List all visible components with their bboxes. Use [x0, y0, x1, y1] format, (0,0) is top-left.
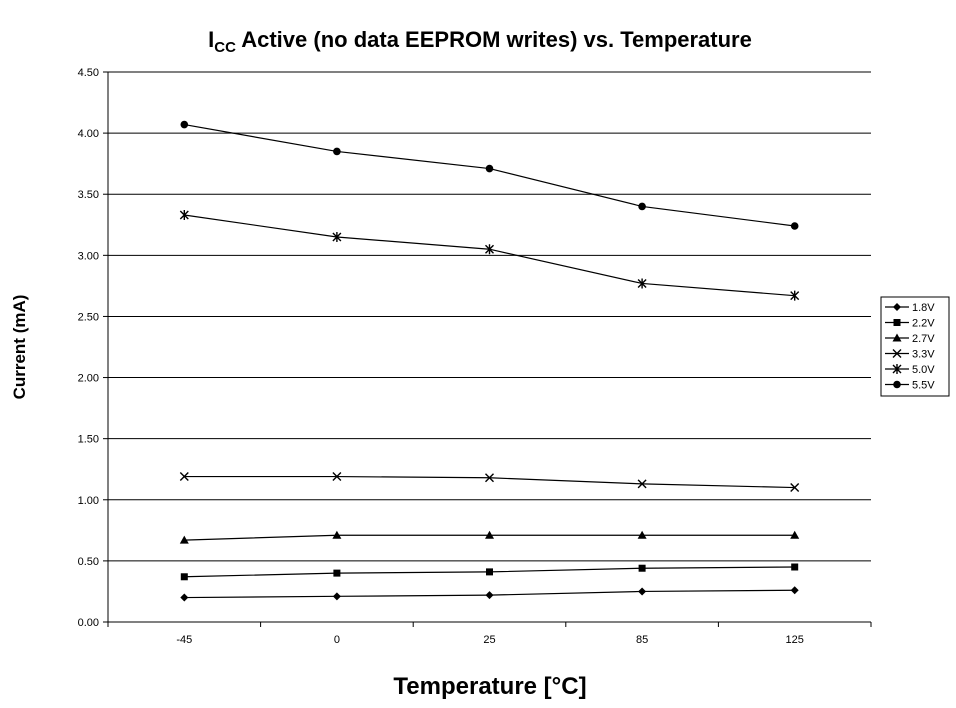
- series: [179, 120, 800, 602]
- chart-title-main: I: [208, 27, 214, 52]
- data-point: [180, 120, 189, 129]
- y-tick-label: 0.50: [78, 556, 99, 568]
- legend-item: 5.0V: [885, 364, 935, 376]
- y-tick-label: 4.00: [78, 128, 99, 140]
- legend: 1.8V 2.2V 2.7V 3.3V 5.0V 5.5V: [880, 296, 950, 397]
- legend-item: 1.8V: [885, 302, 935, 314]
- series-1.8V: [180, 586, 799, 602]
- data-point: [179, 210, 189, 220]
- legend-marker: [893, 380, 901, 389]
- legend-box: [880, 296, 950, 397]
- x-tick-label: 125: [786, 634, 804, 646]
- legend-item: 2.2V: [885, 318, 935, 330]
- chart-title: ICC Active (no data EEPROM writes) vs. T…: [208, 27, 752, 56]
- x-tick-label: 85: [636, 634, 648, 646]
- legend-label: 5.5V: [912, 380, 935, 392]
- series-5.0V: [179, 210, 800, 301]
- chart-title-rest: Active (no data EEPROM writes) vs. Tempe…: [236, 27, 752, 52]
- data-point: [179, 535, 189, 544]
- legend-label: 3.3V: [912, 349, 935, 361]
- data-point: [637, 278, 647, 289]
- legend-label: 5.0V: [912, 364, 935, 376]
- x-tick-label: -45: [176, 634, 192, 646]
- legend-label: 2.2V: [912, 318, 935, 330]
- chart-title-subscript: CC: [214, 39, 236, 56]
- y-axis-title: Current (mA): [10, 295, 29, 400]
- data-point: [637, 479, 647, 489]
- data-point: [485, 530, 494, 539]
- x-tick-label: 0: [334, 634, 340, 646]
- x-tick-label: 25: [483, 634, 495, 646]
- legend-marker: [892, 364, 902, 374]
- legend-item: 5.5V: [885, 380, 935, 392]
- y-tick-label: 2.50: [78, 311, 99, 323]
- series-5.5V: [180, 120, 799, 230]
- data-point: [485, 244, 494, 255]
- data-point: [790, 290, 800, 301]
- series-2.2V: [180, 563, 799, 581]
- data-point: [638, 202, 646, 211]
- data-point: [790, 483, 800, 493]
- legend-item: 3.3V: [885, 349, 935, 361]
- data-point: [485, 473, 494, 483]
- data-point: [791, 563, 799, 571]
- y-tick-label: 0.00: [78, 617, 99, 629]
- legend-item: 2.7V: [885, 333, 935, 345]
- legend-marker: [892, 333, 902, 342]
- data-point: [332, 472, 342, 482]
- legend-label: 1.8V: [912, 302, 935, 314]
- data-point: [332, 530, 342, 539]
- data-point: [485, 591, 494, 600]
- x-ticks: -45 0 25 85 125: [107, 622, 872, 646]
- legend-marker: [892, 349, 902, 358]
- data-point: [638, 564, 646, 572]
- data-point: [180, 573, 188, 581]
- data-point: [790, 586, 799, 595]
- y-tick-label: 3.00: [78, 250, 99, 262]
- x-axis-title: Temperature [°C]: [393, 673, 586, 700]
- series-line: [184, 123, 795, 227]
- y-tick-label: 1.50: [78, 434, 99, 446]
- axes: [107, 72, 871, 623]
- y-tick-label: 4.50: [78, 67, 99, 79]
- data-point: [332, 232, 342, 242]
- data-point: [333, 147, 341, 156]
- series-3.3V: [179, 472, 800, 493]
- legend-marker: [893, 319, 901, 326]
- data-point: [637, 530, 647, 539]
- y-ticks: 0.00 0.50 1.00 1.50 2.00 2.50 3.00 3.50 4.00 4.50: [78, 67, 108, 629]
- data-point: [179, 472, 189, 482]
- y-tick-label: 3.50: [78, 189, 99, 201]
- data-point: [790, 222, 799, 230]
- data-point: [638, 587, 647, 596]
- data-point: [180, 593, 189, 602]
- data-point: [486, 568, 493, 576]
- data-point: [790, 530, 800, 539]
- data-point: [485, 164, 494, 173]
- y-tick-label: 2.00: [78, 373, 99, 385]
- series-2.7V: [179, 530, 800, 544]
- gridlines: [108, 71, 871, 562]
- legend-label: 2.7V: [912, 333, 935, 345]
- legend-marker: [893, 303, 901, 311]
- data-point: [333, 569, 341, 577]
- data-point: [332, 592, 341, 601]
- y-tick-label: 1.00: [78, 495, 99, 507]
